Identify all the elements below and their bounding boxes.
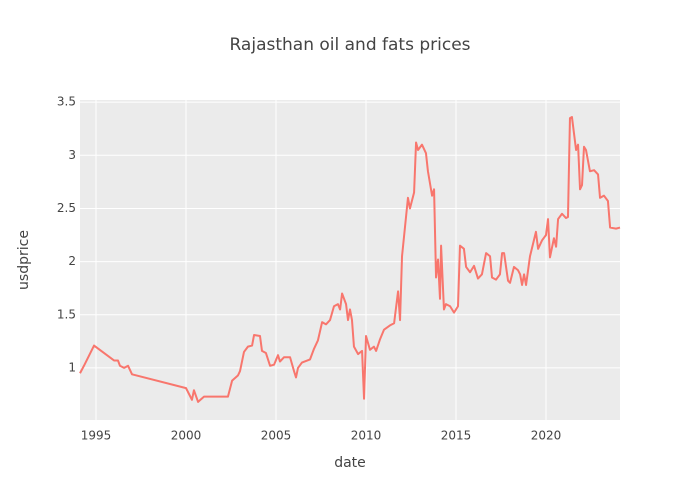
data-line <box>79 116 621 403</box>
plot-background <box>80 100 620 420</box>
x-axis-title: date <box>334 455 366 471</box>
y-tick-label: 3 <box>68 148 76 162</box>
y-axis-title: usdprice <box>16 230 32 290</box>
y-tick-label: 1 <box>68 360 76 374</box>
x-tick-label: 2005 <box>261 429 292 443</box>
x-tick-label: 2010 <box>351 429 382 443</box>
x-tick-label: 2015 <box>441 429 472 443</box>
y-tick-label: 2 <box>68 254 76 268</box>
y-tick-label: 1.5 <box>57 307 76 321</box>
x-tick-label: 2020 <box>531 429 562 443</box>
chart-title: Rajasthan oil and fats prices <box>229 35 470 55</box>
x-tick-label: 1995 <box>81 429 112 443</box>
y-tick-label: 3.5 <box>57 95 76 109</box>
x-tick-label: 2000 <box>171 429 202 443</box>
y-tick-label: 2.5 <box>57 201 76 215</box>
